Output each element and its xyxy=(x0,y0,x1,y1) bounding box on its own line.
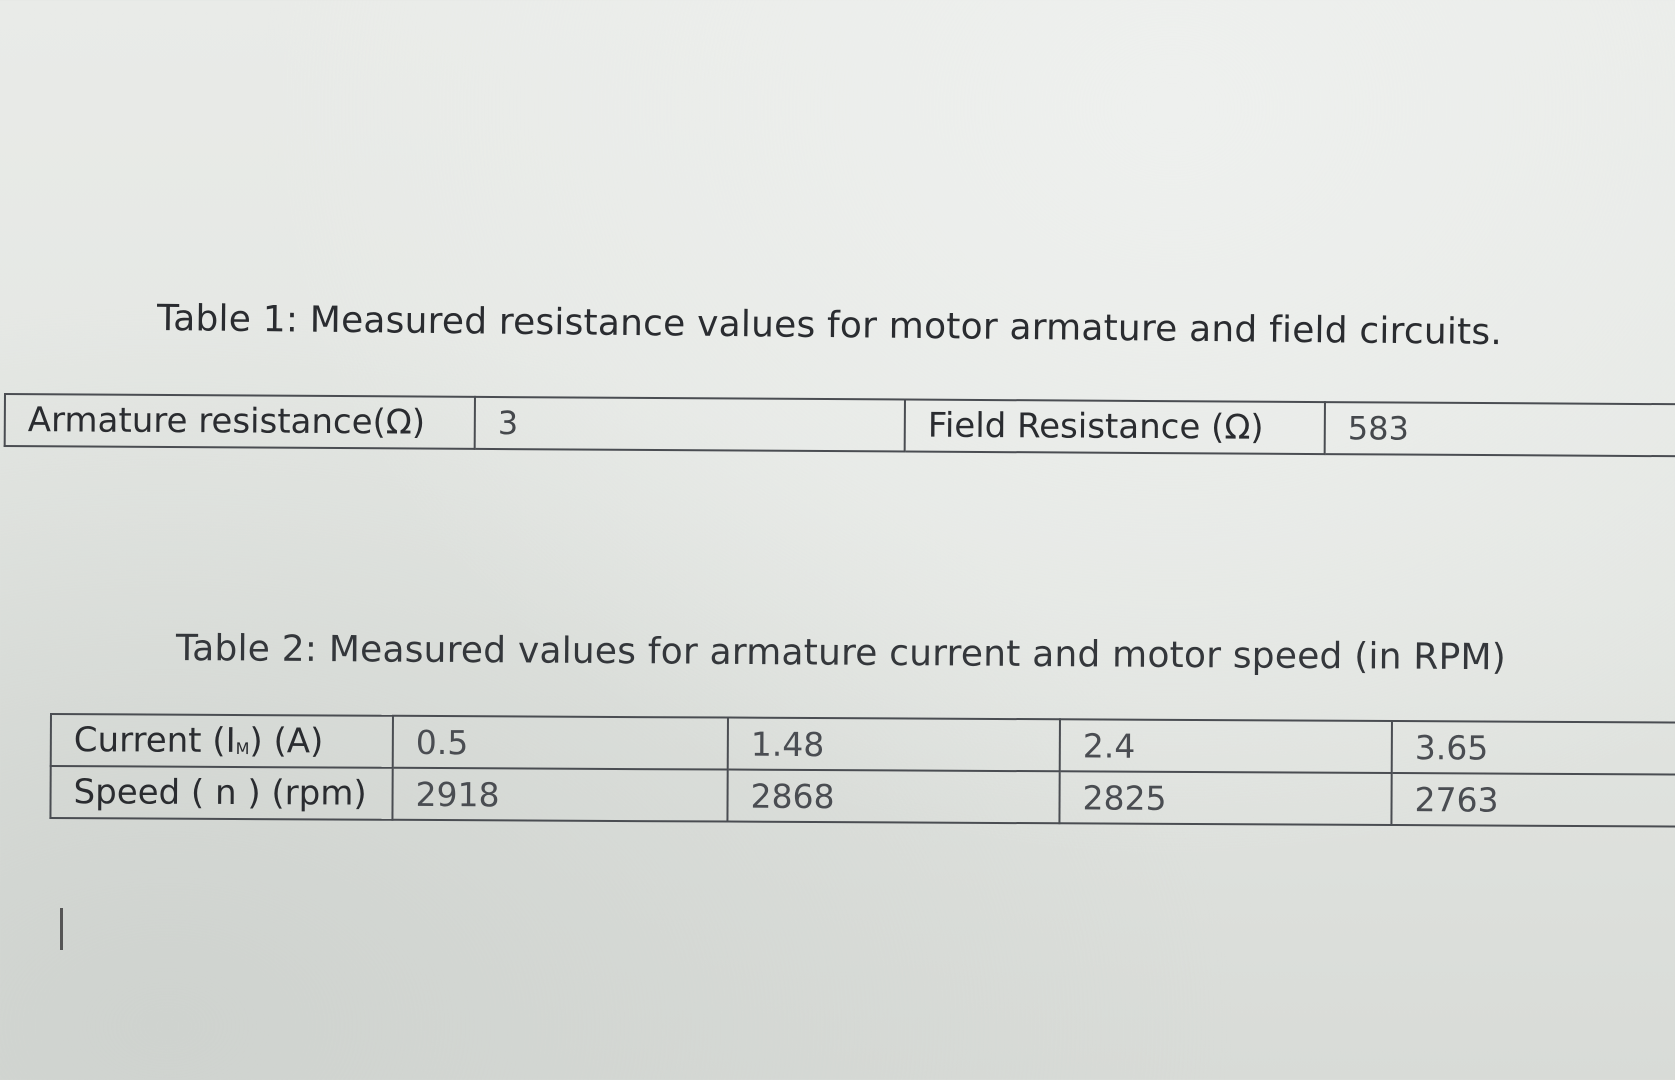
current-label: Current (IM) (A) xyxy=(50,714,393,768)
current-speed-table: Current (IM) (A) 0.5 1.48 2.4 3.65 Speed… xyxy=(49,713,1675,828)
current-value[interactable]: 1.48 xyxy=(727,717,1060,772)
speed-label: Speed ( n ) (rpm) xyxy=(50,766,393,820)
table-row-current: Current (IM) (A) 0.5 1.48 2.4 3.65 xyxy=(50,714,1675,775)
speed-value[interactable]: 2918 xyxy=(392,767,728,822)
speed-value[interactable]: 2868 xyxy=(727,769,1060,824)
table-row-speed: Speed ( n ) (rpm) 2918 2868 2825 2763 xyxy=(50,766,1675,827)
speed-value[interactable]: 2825 xyxy=(1059,771,1392,826)
armature-resistance-label: Armature resistance(Ω) xyxy=(4,394,475,449)
current-value[interactable]: 3.65 xyxy=(1391,721,1675,775)
field-resistance-label: Field Resistance (Ω) xyxy=(904,399,1325,455)
armature-resistance-value[interactable]: 3 xyxy=(474,396,905,452)
current-label-subscript: M xyxy=(235,738,250,759)
current-value[interactable]: 0.5 xyxy=(392,715,728,770)
current-value[interactable]: 2.4 xyxy=(1059,719,1392,774)
current-label-prefix: Current (I xyxy=(73,720,236,761)
current-label-suffix: ) (A) xyxy=(249,721,324,762)
text-cursor xyxy=(60,908,63,950)
table1-caption: Table 1: Measured resistance values for … xyxy=(156,298,1503,354)
table2-caption: Table 2: Measured values for armature cu… xyxy=(175,628,1507,679)
speed-value[interactable]: 2763 xyxy=(1391,773,1675,827)
table-row: Armature resistance(Ω) 3 Field Resistanc… xyxy=(4,394,1675,457)
field-resistance-value[interactable]: 583 xyxy=(1324,402,1675,457)
resistance-table: Armature resistance(Ω) 3 Field Resistanc… xyxy=(4,393,1675,457)
